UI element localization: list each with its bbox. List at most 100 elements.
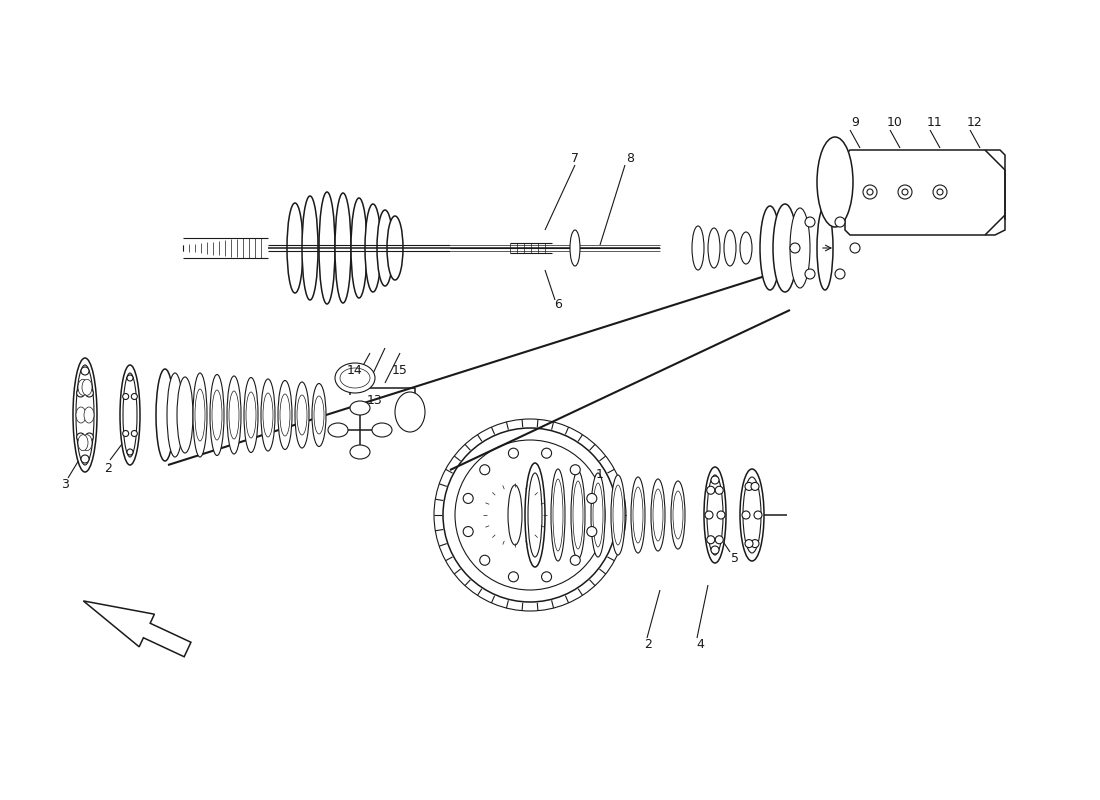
Ellipse shape bbox=[707, 475, 723, 555]
Ellipse shape bbox=[246, 392, 256, 438]
Ellipse shape bbox=[692, 226, 704, 270]
Circle shape bbox=[835, 269, 845, 279]
Circle shape bbox=[541, 448, 551, 458]
Circle shape bbox=[586, 494, 597, 503]
Ellipse shape bbox=[227, 376, 241, 454]
Circle shape bbox=[586, 526, 597, 537]
Circle shape bbox=[717, 511, 725, 519]
Circle shape bbox=[77, 389, 85, 397]
Ellipse shape bbox=[395, 392, 425, 432]
Circle shape bbox=[864, 185, 877, 199]
Text: 7: 7 bbox=[571, 151, 579, 165]
Ellipse shape bbox=[287, 203, 303, 293]
Circle shape bbox=[541, 572, 551, 582]
Circle shape bbox=[131, 430, 138, 437]
Circle shape bbox=[715, 536, 723, 544]
Ellipse shape bbox=[156, 369, 174, 461]
Ellipse shape bbox=[740, 469, 764, 561]
Ellipse shape bbox=[84, 407, 94, 423]
Ellipse shape bbox=[613, 485, 623, 545]
Circle shape bbox=[805, 269, 815, 279]
Circle shape bbox=[570, 555, 581, 566]
Ellipse shape bbox=[167, 373, 183, 457]
Circle shape bbox=[707, 486, 715, 494]
Ellipse shape bbox=[372, 423, 392, 437]
Ellipse shape bbox=[553, 479, 563, 551]
Ellipse shape bbox=[229, 391, 239, 439]
Circle shape bbox=[705, 511, 713, 519]
Ellipse shape bbox=[278, 381, 292, 450]
Ellipse shape bbox=[319, 192, 336, 304]
Ellipse shape bbox=[573, 481, 583, 549]
Circle shape bbox=[81, 367, 89, 375]
Ellipse shape bbox=[591, 473, 605, 557]
Circle shape bbox=[805, 217, 815, 227]
Text: 14: 14 bbox=[348, 363, 363, 377]
Text: 11: 11 bbox=[927, 115, 943, 129]
Circle shape bbox=[463, 494, 473, 503]
Circle shape bbox=[898, 185, 912, 199]
Text: 6: 6 bbox=[554, 298, 562, 311]
Ellipse shape bbox=[263, 393, 273, 437]
Ellipse shape bbox=[177, 377, 192, 453]
Ellipse shape bbox=[350, 445, 370, 459]
Ellipse shape bbox=[195, 389, 205, 441]
Circle shape bbox=[790, 243, 800, 253]
Ellipse shape bbox=[525, 463, 544, 567]
Ellipse shape bbox=[73, 358, 97, 472]
Ellipse shape bbox=[528, 473, 542, 557]
Circle shape bbox=[751, 539, 759, 547]
Text: 4: 4 bbox=[696, 638, 704, 651]
Ellipse shape bbox=[671, 481, 685, 549]
Circle shape bbox=[455, 440, 605, 590]
Ellipse shape bbox=[302, 196, 318, 300]
Ellipse shape bbox=[632, 487, 644, 543]
Ellipse shape bbox=[328, 423, 348, 437]
Text: 2: 2 bbox=[645, 638, 652, 651]
Polygon shape bbox=[845, 150, 1005, 235]
Ellipse shape bbox=[817, 206, 833, 290]
Ellipse shape bbox=[508, 485, 522, 545]
Circle shape bbox=[867, 189, 873, 195]
Circle shape bbox=[77, 433, 85, 441]
Circle shape bbox=[81, 455, 89, 463]
Circle shape bbox=[126, 375, 133, 381]
Ellipse shape bbox=[82, 379, 92, 395]
Ellipse shape bbox=[351, 198, 367, 298]
Ellipse shape bbox=[192, 373, 207, 457]
Text: 15: 15 bbox=[392, 363, 408, 377]
Circle shape bbox=[131, 394, 138, 399]
Ellipse shape bbox=[82, 434, 92, 450]
Text: 2: 2 bbox=[104, 462, 112, 474]
Ellipse shape bbox=[387, 216, 403, 280]
Ellipse shape bbox=[76, 407, 86, 423]
Circle shape bbox=[742, 511, 750, 519]
Ellipse shape bbox=[651, 479, 666, 551]
Circle shape bbox=[745, 539, 754, 547]
Circle shape bbox=[480, 555, 490, 566]
Ellipse shape bbox=[295, 382, 309, 448]
Circle shape bbox=[902, 189, 908, 195]
Ellipse shape bbox=[593, 483, 603, 547]
Circle shape bbox=[86, 389, 94, 397]
Ellipse shape bbox=[817, 137, 852, 227]
Ellipse shape bbox=[760, 206, 780, 290]
Circle shape bbox=[711, 476, 719, 484]
Circle shape bbox=[508, 572, 518, 582]
Circle shape bbox=[123, 430, 129, 437]
Ellipse shape bbox=[708, 228, 720, 268]
Circle shape bbox=[835, 217, 845, 227]
Circle shape bbox=[443, 428, 617, 602]
Ellipse shape bbox=[551, 469, 565, 561]
Ellipse shape bbox=[78, 434, 88, 450]
Text: 12: 12 bbox=[967, 115, 983, 129]
Circle shape bbox=[126, 449, 133, 455]
Circle shape bbox=[751, 482, 759, 490]
Ellipse shape bbox=[673, 491, 683, 539]
Ellipse shape bbox=[704, 467, 726, 563]
Text: 5: 5 bbox=[732, 551, 739, 565]
Ellipse shape bbox=[212, 390, 222, 440]
Ellipse shape bbox=[336, 193, 351, 303]
Ellipse shape bbox=[570, 230, 580, 266]
Circle shape bbox=[86, 433, 94, 441]
